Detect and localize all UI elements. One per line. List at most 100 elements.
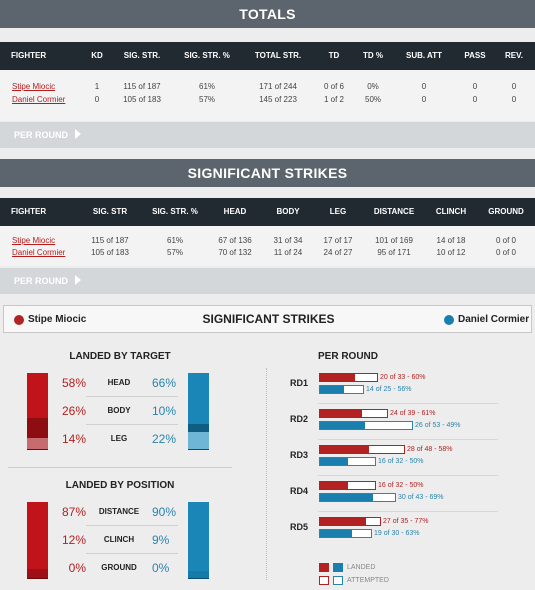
chevron-right-icon (75, 275, 82, 285)
table-row: Daniel Cormier 105 of 183 57% 70 of 132 … (0, 246, 535, 259)
cell: 14 of 18 (436, 236, 466, 245)
cell: 31 of 34 (273, 236, 303, 245)
target-body-blue-pct: 10% (152, 404, 177, 418)
totals-col-sub-att: SUB. ATT (406, 51, 442, 60)
fighter-link-daniel-cormier[interactable]: Daniel Cormier (12, 95, 66, 104)
round-label-4: RD4 (290, 486, 309, 496)
target-blue-stack-bar (188, 373, 209, 450)
round-1-red-text: 20 of 33 - 60% (380, 374, 426, 381)
cell: 105 of 183 (91, 248, 129, 257)
totals-col-sig-str-pct: SIG. STR. % (184, 51, 230, 60)
round-3-blue-text: 16 of 32 - 50% (378, 458, 424, 465)
cell: 0 (472, 82, 478, 91)
round-label-1: RD1 (290, 378, 309, 388)
totals-col-td-pct: TD % (363, 51, 383, 60)
round-2-blue-bar (319, 421, 413, 430)
round-separator (318, 475, 498, 476)
cell: 11 of 24 (273, 248, 303, 257)
position-distance-blue-pct: 90% (152, 505, 177, 519)
fighter-link-stipe-miocic[interactable]: Stipe Miocic (12, 236, 56, 245)
position-ground-blue-pct: 0% (152, 561, 170, 575)
cell: 61% (198, 82, 216, 91)
position-ground-label: GROUND (101, 563, 137, 572)
fighter-link-daniel-cormier[interactable]: Daniel Cormier (12, 248, 66, 257)
round-label-5: RD5 (290, 522, 309, 532)
cell: 1 (94, 82, 100, 91)
cell: 70 of 132 (218, 248, 252, 257)
comparison-title: SIGNIFICANT STRIKES (202, 312, 335, 326)
round-2-blue-landed-fill (320, 422, 366, 429)
round-2-blue-text: 26 of 53 - 49% (415, 422, 461, 429)
stack-segment-head (188, 373, 209, 424)
round-5-red-landed-fill (320, 518, 367, 525)
round-3-red-landed-fill (320, 446, 369, 453)
position-clinch-blue-pct: 9% (152, 533, 170, 547)
fighter-link-stipe-miocic[interactable]: Stipe Miocic (12, 82, 56, 91)
row-divider (86, 424, 178, 425)
round-separator (318, 511, 498, 512)
stack-segment-body (27, 418, 48, 438)
totals-per-round-toggle[interactable]: PER ROUND (0, 122, 535, 148)
position-blue-stack-bar (188, 502, 209, 579)
cell: 24 of 27 (323, 248, 353, 257)
totals-col-kd: KD (91, 51, 103, 60)
section-divider (8, 467, 232, 468)
chevron-right-icon (75, 129, 82, 139)
cell: 57% (166, 248, 184, 257)
cell: 0 of 6 (323, 82, 345, 91)
per-round-title: PER ROUND (318, 351, 379, 362)
sig-col-fighter: FIGHTER (11, 207, 47, 216)
round-4-red-landed-fill (320, 482, 348, 489)
sig-col-ground: GROUND (488, 207, 524, 216)
target-body-red-pct: 26% (61, 404, 86, 418)
round-1-blue-text: 14 of 25 - 56% (366, 386, 412, 393)
sig-col-clinch: CLINCH (435, 207, 467, 216)
totals-header-row: FIGHTER KD SIG. STR. SIG. STR. % TOTAL S… (0, 42, 535, 70)
stack-segment-clinch (27, 569, 48, 578)
round-4-blue-text: 30 of 43 - 69% (398, 494, 444, 501)
target-leg-label: LEG (110, 434, 128, 443)
stack-segment-distance (188, 502, 209, 571)
sig-per-round-toggle[interactable]: PER ROUND (0, 268, 535, 294)
round-4-blue-landed-fill (320, 494, 373, 501)
target-head-red-pct: 58% (61, 376, 86, 390)
legend-red-landed-swatch (319, 563, 329, 572)
stack-segment-remainder (188, 578, 209, 579)
totals-col-fighter: FIGHTER (11, 51, 47, 60)
stack-segment-distance (27, 502, 48, 569)
cell: 50% (364, 95, 382, 104)
totals-col-sig-str: SIG. STR. (123, 51, 161, 60)
legend-attempted-label: ATTEMPTED (347, 577, 389, 584)
totals-col-pass: PASS (464, 51, 486, 60)
round-5-blue-text: 19 of 30 - 63% (374, 530, 420, 537)
position-distance-red-pct: 87% (61, 505, 86, 519)
cell: 67 of 136 (218, 236, 252, 245)
position-ground-red-pct: 0% (68, 561, 86, 575)
stack-segment-clinch (188, 571, 209, 578)
red-corner-dot-icon (14, 315, 24, 325)
cell: 115 of 187 (123, 82, 161, 91)
target-body-label: BODY (107, 406, 131, 415)
stack-segment-head (27, 373, 48, 418)
legend-blue-attempted-swatch (333, 576, 343, 585)
cell: 61% (166, 236, 184, 245)
round-4-blue-bar (319, 493, 396, 502)
totals-col-rev: REV. (505, 51, 523, 60)
cell: 0 (511, 95, 517, 104)
stack-segment-remainder (27, 578, 48, 579)
target-head-label: HEAD (107, 378, 131, 387)
landed-by-position-title: LANDED BY POSITION (65, 480, 175, 491)
totals-title: TOTALS (0, 0, 535, 28)
row-divider (86, 396, 178, 397)
stack-segment-body (188, 424, 209, 432)
round-label-3: RD3 (290, 450, 309, 460)
cell: 0 (472, 95, 478, 104)
totals-col-total-str: TOTAL STR. (254, 51, 302, 60)
cell: 1 of 2 (323, 95, 345, 104)
sig-col-sig-str-pct: SIG. STR. % (152, 207, 198, 216)
target-red-stack-bar (27, 373, 48, 450)
round-3-red-bar (319, 445, 405, 454)
sig-col-body: BODY (276, 207, 300, 216)
round-separator (318, 439, 498, 440)
round-4-red-text: 16 of 32 - 50% (378, 482, 424, 489)
